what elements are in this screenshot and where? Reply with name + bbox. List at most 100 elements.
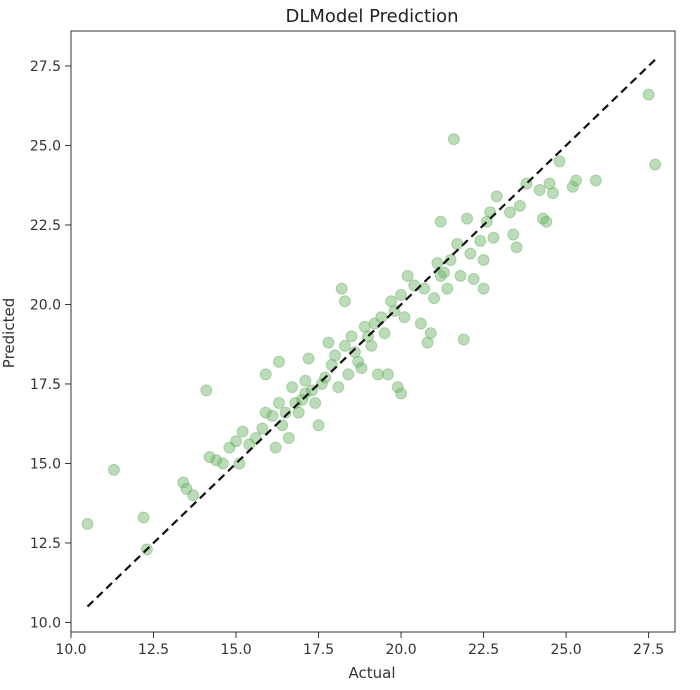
data-point — [378, 327, 391, 340]
x-tick-label: 12.5 — [138, 642, 169, 658]
plot-frame — [70, 30, 676, 633]
data-point — [256, 422, 269, 435]
data-point — [467, 273, 480, 286]
data-point — [642, 88, 655, 101]
data-point — [503, 206, 516, 219]
data-point — [216, 457, 229, 470]
y-tick-label: 15.0 — [30, 456, 61, 472]
data-point — [259, 406, 272, 419]
data-point — [81, 517, 94, 530]
data-point — [589, 174, 602, 187]
data-point — [180, 482, 193, 495]
data-point — [358, 320, 371, 333]
data-point — [464, 247, 477, 260]
data-point — [566, 180, 579, 193]
data-point — [200, 384, 213, 397]
y-axis-label: Predicted — [0, 298, 18, 368]
data-point — [477, 253, 490, 266]
data-point — [107, 463, 120, 476]
data-point — [365, 339, 378, 352]
data-point — [187, 489, 200, 502]
y-tick-label: 20.0 — [30, 297, 61, 313]
data-point — [345, 330, 358, 343]
data-point — [540, 215, 553, 228]
x-tick-label: 17.5 — [303, 642, 334, 658]
data-point — [332, 381, 345, 394]
data-point — [269, 441, 282, 454]
data-point — [487, 231, 500, 244]
data-point — [385, 295, 398, 308]
data-point — [431, 257, 444, 270]
data-point — [299, 374, 312, 387]
data-point — [454, 269, 467, 282]
data-point — [335, 282, 348, 295]
reference-line-layer — [86, 58, 656, 608]
x-axis: 10.0 12.5 15.0 17.5 20.0 22.5 25.0 27.5 — [55, 632, 664, 658]
data-point — [322, 336, 335, 349]
y-tick-label: 22.5 — [30, 218, 61, 234]
data-point — [398, 311, 411, 324]
data-point — [272, 355, 285, 368]
data-point — [649, 158, 662, 171]
y-tick-label: 27.5 — [30, 59, 61, 75]
data-point — [282, 432, 295, 445]
data-point — [444, 253, 457, 266]
x-axis-label: Actual — [349, 664, 396, 682]
x-tick-label: 25.0 — [550, 642, 581, 658]
data-point — [424, 327, 437, 340]
data-point — [434, 269, 447, 282]
y-tick-label: 12.5 — [30, 536, 61, 552]
data-point — [315, 377, 328, 390]
data-point — [477, 282, 490, 295]
data-point — [434, 215, 447, 228]
data-point — [309, 397, 322, 410]
data-point — [507, 228, 520, 241]
data-point — [395, 387, 408, 400]
data-point — [177, 476, 190, 489]
data-point — [329, 349, 342, 362]
data-point — [546, 187, 559, 200]
data-point — [395, 288, 408, 301]
data-point — [286, 381, 299, 394]
data-point — [421, 336, 434, 349]
data-point — [236, 425, 249, 438]
data-point — [203, 451, 216, 464]
identity-reference-line — [86, 58, 656, 608]
data-point — [312, 419, 325, 432]
data-point — [474, 234, 487, 247]
chart-title: DLModel Prediction — [285, 6, 458, 27]
data-point — [457, 333, 470, 346]
data-point — [355, 362, 368, 375]
data-point — [292, 406, 305, 419]
data-point — [490, 190, 503, 203]
data-point — [375, 311, 388, 324]
y-tick-label: 10.0 — [30, 615, 61, 631]
data-point — [137, 511, 150, 524]
data-point — [428, 292, 441, 305]
data-point — [233, 457, 246, 470]
data-point — [289, 397, 302, 410]
data-point — [391, 381, 404, 394]
data-point — [352, 355, 365, 368]
data-point — [553, 155, 566, 168]
data-point — [447, 133, 460, 146]
data-point — [302, 352, 315, 365]
data-point — [210, 454, 223, 467]
data-point — [414, 317, 427, 330]
data-points — [81, 88, 662, 556]
data-point — [371, 368, 384, 381]
data-point — [441, 282, 454, 295]
x-tick-label: 22.5 — [468, 642, 499, 658]
data-point — [401, 269, 414, 282]
data-point — [299, 387, 312, 400]
y-axis: 10.0 12.5 15.0 17.5 20.0 22.5 25.0 27.5 — [30, 59, 71, 631]
data-point — [348, 346, 361, 359]
data-point — [451, 238, 464, 251]
data-point — [338, 295, 351, 308]
x-tick-label: 10.0 — [55, 642, 86, 658]
data-point — [543, 177, 556, 190]
data-point — [461, 212, 474, 225]
data-point — [279, 406, 292, 419]
